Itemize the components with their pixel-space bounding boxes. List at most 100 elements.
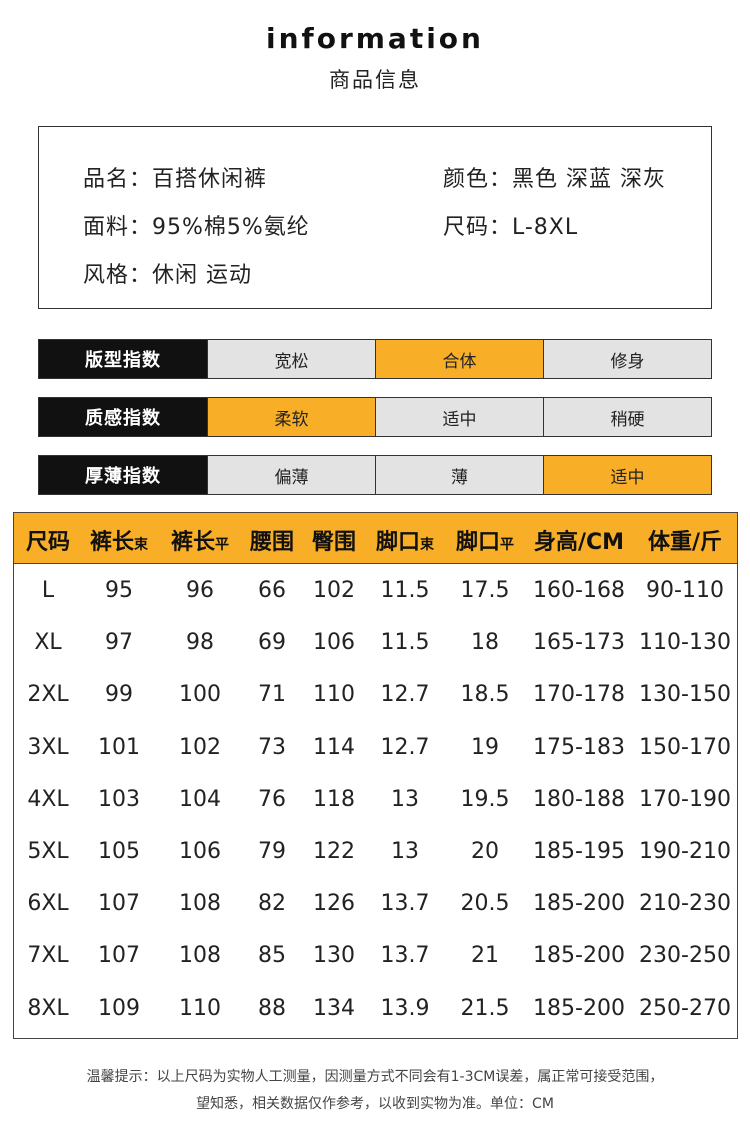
table-row: 4XL 103 104 76 118 13 19.5 180-188 170-190 (14, 774, 737, 826)
fit-option-loose: 宽松 (207, 340, 375, 378)
table-row: L 95 96 66 102 11.5 17.5 160-168 90-110 (14, 565, 737, 617)
header-length-flat: 裤长平 (171, 524, 229, 556)
fit-index-row: 版型指数 宽松 合体 修身 (38, 339, 712, 379)
table-cell: 185-200 (533, 995, 625, 1021)
header-label: 体重/斤 (647, 530, 723, 555)
table-cell: 12.7 (380, 682, 430, 708)
table-cell: XL (34, 630, 62, 656)
header-sublabel: 束 (134, 537, 149, 553)
table-cell: 185-200 (533, 891, 625, 917)
table-cell: 79 (258, 839, 286, 864)
table-row: 5XL 105 106 79 122 13 20 185-195 190-210 (14, 826, 737, 878)
table-cell: 110 (179, 995, 221, 1021)
header-size: 尺码 (26, 524, 70, 556)
header-waist: 腰围 (250, 524, 294, 556)
texture-option-stiff: 稍硬 (543, 398, 711, 436)
table-cell: 104 (179, 786, 221, 812)
header-hem-flat: 脚口平 (456, 524, 514, 556)
table-cell: 88 (258, 995, 286, 1021)
header-weight: 体重/斤 (648, 524, 722, 556)
table-cell: L (41, 578, 55, 603)
table-cell: 7XL (27, 943, 69, 969)
table-cell: 11.5 (380, 630, 430, 656)
table-cell: 99 (105, 682, 133, 708)
info-size: 尺码：L-8XL (443, 215, 579, 240)
table-cell: 101 (98, 734, 140, 760)
table-cell: 180-188 (533, 786, 625, 812)
table-row: 7XL 107 108 85 130 13.7 21 185-200 230-250 (14, 930, 737, 982)
table-cell: 2XL (27, 682, 69, 708)
table-cell: 11.5 (380, 578, 430, 603)
table-cell: 13 (391, 839, 419, 864)
header-title-en: information (266, 22, 484, 55)
table-cell: 126 (313, 891, 355, 917)
table-cell: 85 (258, 943, 286, 969)
header-label: 脚口 (375, 530, 421, 555)
table-cell: 165-173 (533, 630, 625, 656)
table-row: XL 97 98 69 106 11.5 18 165-173 110-130 (14, 617, 737, 669)
info-color: 颜色：黑色 深蓝 深灰 (443, 167, 666, 192)
texture-option-soft: 柔软 (207, 398, 375, 436)
header-title-cn: 商品信息 (329, 68, 421, 92)
header-hip: 臀围 (312, 524, 356, 556)
table-cell: 109 (98, 995, 140, 1021)
table-cell: 21.5 (460, 995, 510, 1021)
header-label: 身高/CM (533, 530, 625, 555)
table-cell: 97 (105, 630, 133, 656)
table-cell: 98 (186, 630, 214, 656)
header-sublabel: 束 (420, 537, 435, 553)
table-cell: 170-178 (533, 682, 625, 708)
texture-option-medium: 适中 (375, 398, 543, 436)
table-cell: 130 (313, 943, 355, 969)
table-cell: 82 (258, 891, 286, 917)
info-name: 品名：百搭休闲裤 (83, 167, 268, 192)
table-cell: 90-110 (646, 578, 724, 603)
table-cell: 12.7 (380, 734, 430, 760)
table-cell: 4XL (27, 786, 69, 812)
table-cell: 20 (471, 839, 499, 864)
table-row: 3XL 101 102 73 114 12.7 19 175-183 150-170 (14, 722, 737, 774)
table-cell: 102 (313, 578, 355, 603)
table-cell: 114 (313, 734, 355, 760)
texture-index-row: 质感指数 柔软 适中 稍硬 (38, 397, 712, 437)
header-hem-cinched: 脚口束 (376, 524, 434, 556)
footer-note-line2: 望知悉，相关数据仅作参考，以收到实物为准。单位：CM (196, 1096, 554, 1112)
table-cell: 76 (258, 786, 286, 812)
table-cell: 134 (313, 995, 355, 1021)
table-cell: 71 (258, 682, 286, 708)
size-table-header: 尺码 裤长束 裤长平 腰围 臀围 脚口束 脚口平 身高/CM 体重/斤 (14, 513, 737, 564)
table-cell: 8XL (27, 995, 69, 1021)
fit-option-slim: 修身 (543, 340, 711, 378)
table-cell: 122 (313, 839, 355, 864)
table-cell: 5XL (27, 839, 69, 864)
table-cell: 69 (258, 630, 286, 656)
table-cell: 95 (105, 578, 133, 603)
thickness-index-row: 厚薄指数 偏薄 薄 适中 (38, 455, 712, 495)
thickness-option-thin: 薄 (375, 456, 543, 494)
thickness-option-medium: 适中 (543, 456, 711, 494)
header-sublabel: 平 (215, 537, 230, 553)
table-cell: 19 (471, 734, 499, 760)
table-row: 8XL 109 110 88 134 13.9 21.5 185-200 250-270 (14, 983, 737, 1035)
info-style: 风格：休闲 运动 (83, 263, 252, 288)
table-cell: 110-130 (639, 630, 731, 656)
table-cell: 102 (179, 734, 221, 760)
table-cell: 66 (258, 578, 286, 603)
table-cell: 13.7 (380, 943, 430, 969)
header-label: 脚口 (455, 530, 501, 555)
table-cell: 190-210 (639, 839, 731, 864)
table-cell: 18 (471, 630, 499, 656)
header-label: 裤长 (89, 530, 135, 555)
header-label: 尺码 (25, 530, 71, 555)
table-cell: 107 (98, 891, 140, 917)
table-cell: 13.7 (380, 891, 430, 917)
footer-note-line1: 温馨提示：以上尺码为实物人工测量，因测量方式不同会有1-3CM误差，属正常可接受… (86, 1069, 664, 1085)
table-cell: 96 (186, 578, 214, 603)
table-cell: 110 (313, 682, 355, 708)
table-cell: 73 (258, 734, 286, 760)
header-length-cinched: 裤长束 (90, 524, 148, 556)
table-cell: 130-150 (639, 682, 731, 708)
table-cell: 18.5 (460, 682, 510, 708)
table-cell: 107 (98, 943, 140, 969)
table-cell: 106 (179, 839, 221, 864)
